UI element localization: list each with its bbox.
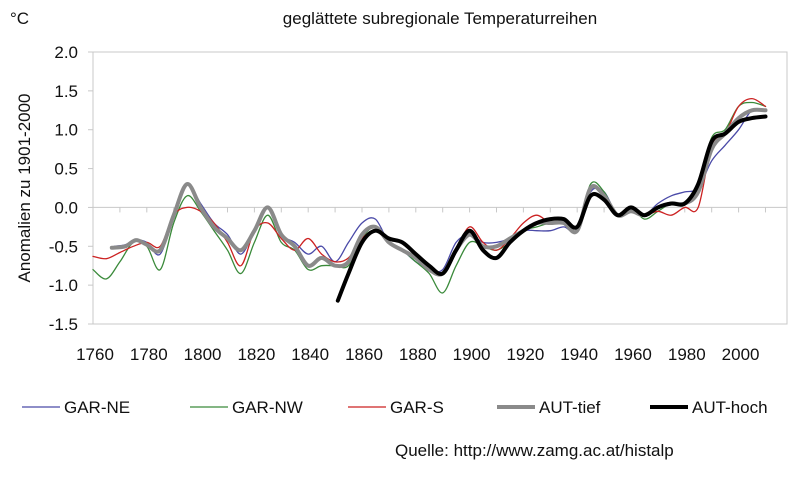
legend-label: GAR-NW bbox=[232, 398, 303, 417]
series-line-aut-hoch bbox=[335, 114, 768, 303]
plot-area bbox=[92, 51, 788, 325]
y-tick-label: 0.5 bbox=[54, 160, 78, 179]
y-tick-label: 1.0 bbox=[54, 121, 78, 140]
legend-label: AUT-hoch bbox=[692, 398, 768, 417]
y-axis-label: Anomalien zu 1901-2000 bbox=[15, 93, 34, 282]
x-tick-label: 1940 bbox=[560, 345, 598, 364]
legend-label: GAR-NE bbox=[64, 398, 130, 417]
series-line-gar-ne bbox=[113, 108, 767, 273]
x-tick-label: 1960 bbox=[614, 345, 652, 364]
x-tick-label: 1980 bbox=[668, 345, 706, 364]
x-tick-label: 1820 bbox=[237, 345, 275, 364]
y-tick-label: -0.5 bbox=[49, 237, 78, 256]
legend-label: GAR-S bbox=[390, 398, 444, 417]
x-tick-label: 1840 bbox=[291, 345, 329, 364]
x-tick-label: 1800 bbox=[184, 345, 222, 364]
unit-label: °C bbox=[10, 9, 29, 28]
x-tick-label: 1900 bbox=[453, 345, 491, 364]
series-line-gar-s bbox=[92, 97, 767, 276]
x-tick-label: 2000 bbox=[722, 345, 760, 364]
y-tick-label: 1.5 bbox=[54, 82, 78, 101]
source-note: Quelle: http://www.zamg.ac.at/histalp bbox=[395, 441, 674, 460]
y-tick-label: -1.0 bbox=[49, 276, 78, 295]
x-tick-label: 1860 bbox=[345, 345, 383, 364]
y-tick-label: -1.5 bbox=[49, 315, 78, 334]
chart-title: geglättete subregionale Temperaturreihen bbox=[283, 9, 597, 28]
series-line-aut-tief bbox=[109, 107, 768, 277]
y-tick-label: 2.0 bbox=[54, 43, 78, 62]
legend-label: AUT-tief bbox=[539, 398, 601, 417]
x-tick-label: 1780 bbox=[130, 345, 168, 364]
x-tick-label: 1920 bbox=[506, 345, 544, 364]
y-tick-label: 0.0 bbox=[54, 198, 78, 217]
x-tick-label: 1760 bbox=[76, 345, 114, 364]
x-tick-label: 1880 bbox=[399, 345, 437, 364]
